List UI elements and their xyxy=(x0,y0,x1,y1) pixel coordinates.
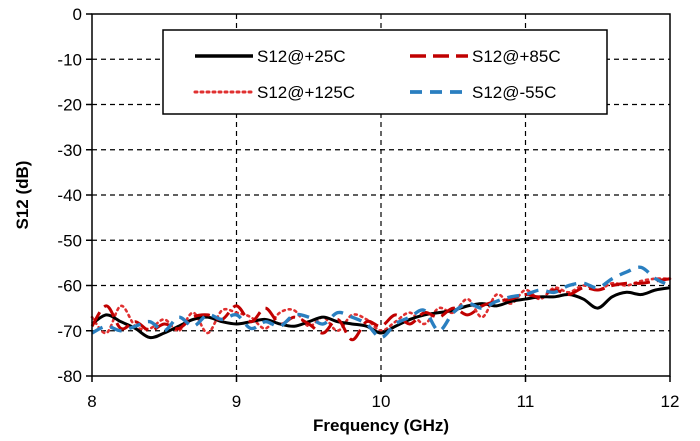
axis-tick-marks xyxy=(86,13,671,382)
series-line-s12-85c xyxy=(90,277,671,342)
series-line-s12-55c xyxy=(91,265,671,340)
y-tick-label: -50 xyxy=(57,231,82,250)
x-tick-label: 11 xyxy=(517,392,535,411)
legend: S12@+25C S12@+85C S12@+125C S12@-55C xyxy=(162,29,608,115)
y-tick-labels: 0 -10 -20 -30 -40 -50 -60 -70 -80 xyxy=(57,5,82,386)
series-lines xyxy=(90,265,672,342)
x-tick-label: 12 xyxy=(661,392,680,411)
x-tick-labels: 8 9 10 11 12 xyxy=(87,392,679,411)
y-tick-label: -40 xyxy=(57,186,82,205)
y-tick-label: -80 xyxy=(57,367,82,386)
legend-label: S12@+85C xyxy=(472,47,561,66)
y-tick-label: -70 xyxy=(57,322,82,341)
y-tick-label: -20 xyxy=(57,96,82,115)
y-axis-title: S12 (dB) xyxy=(13,161,32,230)
x-tick-label: 9 xyxy=(232,392,241,411)
x-tick-label: 10 xyxy=(372,392,391,411)
legend-box xyxy=(162,29,608,115)
series-line-s12-125c xyxy=(90,277,672,335)
y-tick-label: -30 xyxy=(57,141,82,160)
y-tick-label: -60 xyxy=(57,277,82,296)
y-tick-label: 0 xyxy=(73,5,82,24)
legend-label: S12@+125C xyxy=(257,83,355,102)
y-tick-label: -10 xyxy=(57,50,82,69)
x-axis-title: Frequency (GHz) xyxy=(313,416,449,435)
x-tick-label: 8 xyxy=(87,392,96,411)
legend-label: S12@+25C xyxy=(257,47,346,66)
legend-label: S12@-55C xyxy=(472,83,556,102)
